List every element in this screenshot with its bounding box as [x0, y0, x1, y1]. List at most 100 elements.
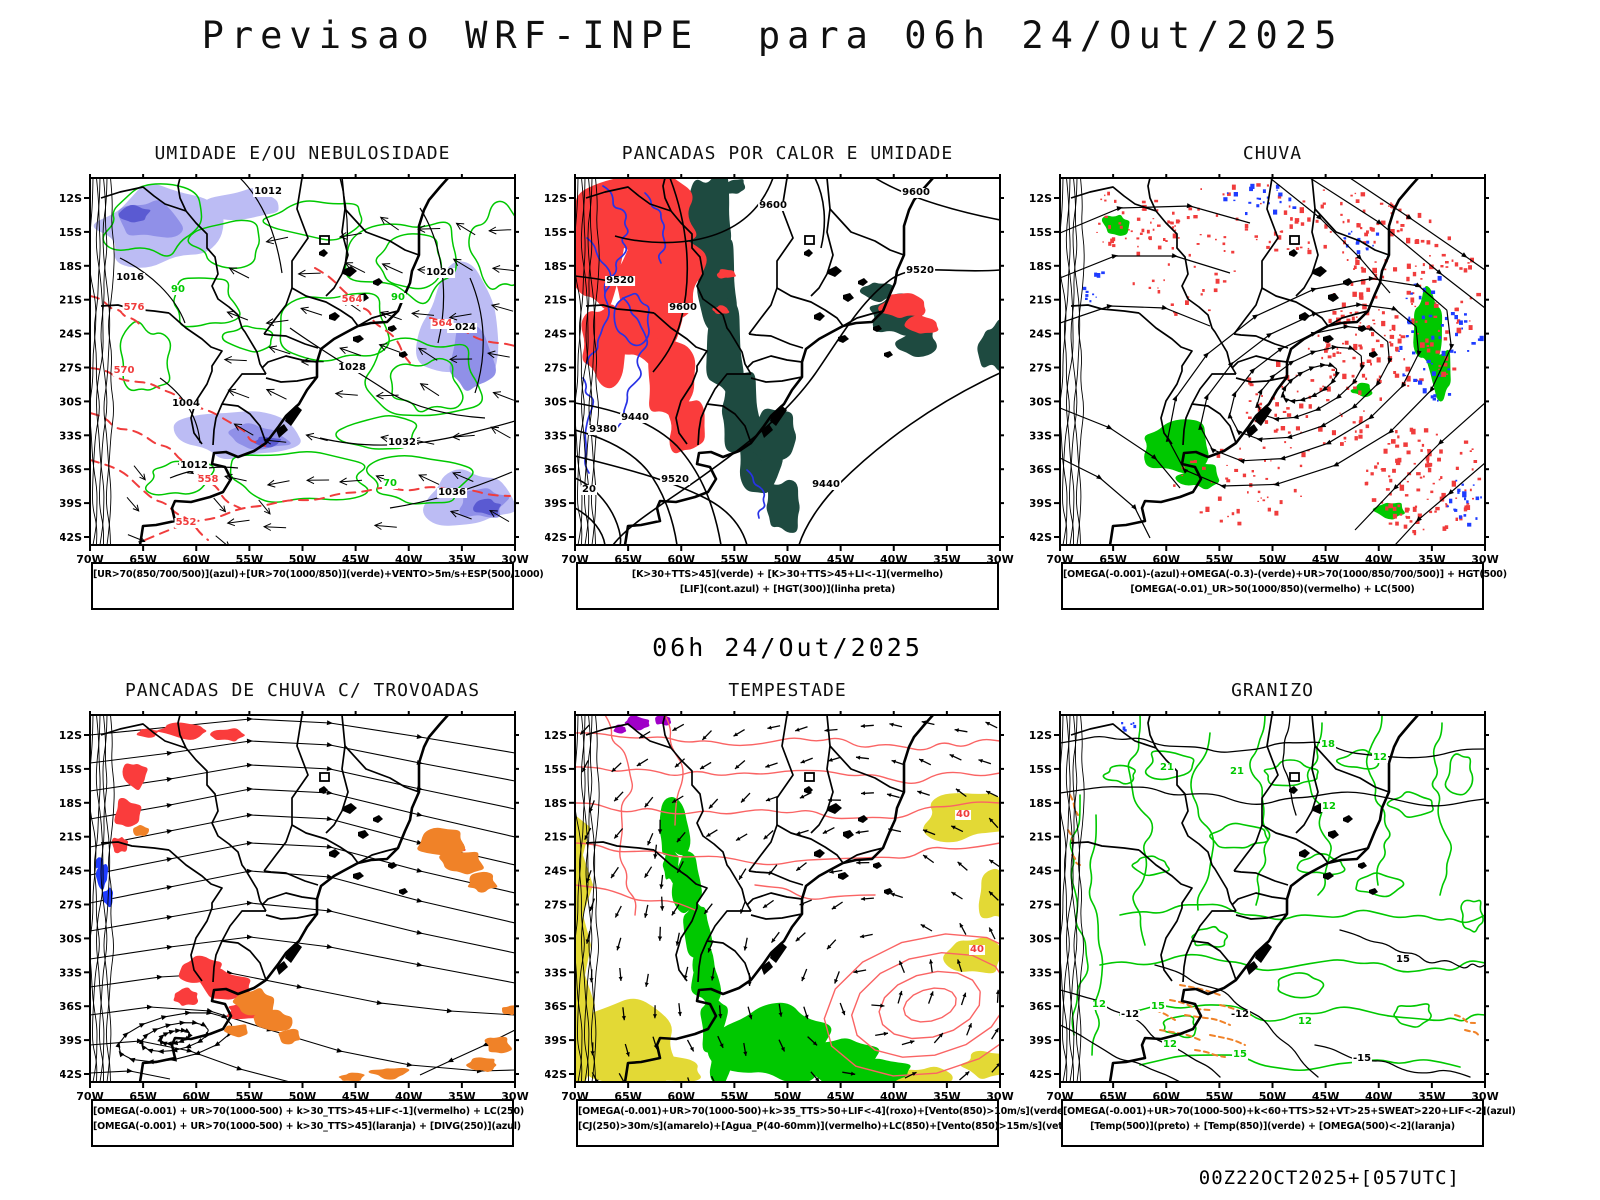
lat-tick-label: 12S — [1030, 192, 1052, 205]
lat-tick-label: 12S — [545, 729, 567, 742]
lat-tick-label: 42S — [60, 531, 82, 544]
basemap — [1060, 178, 1420, 545]
lat-tick-label: 18S — [1030, 797, 1052, 810]
lat-tick-label: 15S — [1030, 226, 1052, 239]
basemap — [90, 715, 450, 1082]
lat-tick-label: 42S — [60, 1068, 82, 1081]
lat-tick-label: 33S — [545, 429, 567, 442]
basemap — [575, 715, 935, 1082]
panel-title-umidade: UMIDADE E/OU NEBULOSIDADE — [154, 143, 451, 164]
caption-line: [OMEGA(-0.01)_UR>50(1000/850)(vermelho) … — [1130, 584, 1415, 595]
lat-tick-label: 21S — [1030, 294, 1052, 307]
lat-tick-label: 24S — [60, 865, 82, 878]
lat-tick-label: 24S — [545, 328, 567, 341]
lat-tick-label: 30S — [1030, 932, 1052, 945]
lat-tick-label: 42S — [1030, 1068, 1052, 1081]
lat-tick-label: 39S — [545, 1034, 567, 1047]
caption-box-trovoadas: [OMEGA(-0.001) + UR>70(1000-500) + k>30_… — [91, 1099, 524, 1147]
decor-layer — [1060, 178, 1485, 545]
lat-tick-label: 33S — [60, 966, 82, 979]
basemap — [90, 178, 450, 545]
lat-tick-label: 36S — [545, 463, 567, 476]
lat-tick-label: 39S — [1030, 497, 1052, 510]
map-trovoadas: 70W 65W 60W 55W 50W 45W 40W 35W 30W12S15S18S21S2… — [60, 711, 529, 1103]
lat-tick-label: 27S — [1030, 899, 1052, 912]
caption-box-pancadas-calor: [K>30+TTS>45](verde) + [K>30+TTS>45+LI<-… — [576, 562, 999, 610]
lat-tick-label: 42S — [545, 531, 567, 544]
map-panel-pancadas-calor: PANCADAS POR CALOR E UMIDADE 70W 65W 60W 55… — [545, 143, 1015, 610]
decor-layer — [575, 178, 1000, 545]
lat-tick-label: 15S — [60, 763, 82, 776]
decor-layer — [1060, 715, 1485, 1082]
page-title: Previsao WRF-INPE para 06h 24/Out/2025 — [201, 14, 1344, 57]
lat-tick-label: 12S — [60, 729, 82, 742]
lat-tick-label: 18S — [1030, 260, 1052, 273]
lat-tick-label: 30S — [545, 932, 567, 945]
lat-tick-label: 15S — [60, 226, 82, 239]
center-timestamp: 06h 24/Out/2025 — [652, 633, 923, 662]
lat-tick-label: 30S — [60, 932, 82, 945]
map-granizo: 70W 65W 60W 55W 50W 45W 40W 35W 30W12S15S18S21S2… — [1030, 711, 1499, 1103]
caption-box-tempestade: [OMEGA(-0.001)+UR>70(1000-500)+k>35_TTS>… — [576, 1099, 1078, 1147]
panel-title-pancadas-calor: PANCADAS POR CALOR E UMIDADE — [621, 143, 954, 164]
lat-tick-label: 30S — [60, 395, 82, 408]
caption-line: [UR>70(850/700/500)](azul)+[UR>70(1000/8… — [93, 569, 544, 580]
map-chuva: 70W 65W 60W 55W 50W 45W 40W 35W 30W12S15S18S21S2… — [1030, 174, 1499, 566]
caption-line: [OMEGA(-0.001) + UR>70(1000-500) + k>30_… — [93, 1106, 524, 1117]
panel-title-trovoadas: PANCADAS DE CHUVA C/ TROVOADAS — [124, 680, 481, 701]
lat-tick-label: 15S — [545, 226, 567, 239]
map-pancadas-calor: 70W 65W 60W 55W 50W 45W 40W 35W 30W12S15S18S21S2… — [545, 174, 1014, 566]
lat-tick-label: 42S — [1030, 531, 1052, 544]
lat-tick-label: 15S — [545, 763, 567, 776]
caption-box-umidade: [UR>70(850/700/500)](azul)+[UR>70(1000/8… — [91, 562, 544, 610]
lat-tick-label: 33S — [60, 429, 82, 442]
map-panel-chuva: CHUVA 70W 65W 60W 55W 50W 45W 40W 35W 30W 12S 15S 1… — [1030, 143, 1507, 610]
map-panel-umidade: UMIDADE E/OU NEBULOSIDADE 70W 65W 60W 55W 50… — [60, 143, 544, 610]
lat-tick-label: 21S — [545, 831, 567, 844]
lat-tick-label: 21S — [1030, 831, 1052, 844]
map-umidade: 70W 65W 60W 55W 50W 45W 40W 35W 30W12S15S18S21S2… — [60, 174, 529, 566]
lat-tick-label: 36S — [545, 1000, 567, 1013]
lat-tick-label: 21S — [60, 294, 82, 307]
lat-tick-label: 15S — [1030, 763, 1052, 776]
lat-tick-label: 12S — [545, 192, 567, 205]
lat-tick-label: 36S — [60, 463, 82, 476]
lat-tick-label: 27S — [1030, 362, 1052, 375]
lat-tick-label: 24S — [1030, 865, 1052, 878]
lat-tick-label: 12S — [1030, 729, 1052, 742]
lat-tick-label: 24S — [1030, 328, 1052, 341]
lat-tick-label: 33S — [1030, 429, 1052, 442]
caption-box-granizo: [OMEGA(-0.001)+UR>70(1000-500)+k<60+TTS>… — [1061, 1099, 1516, 1147]
lat-tick-label: 42S — [545, 1068, 567, 1081]
basemap — [575, 178, 935, 545]
lat-tick-label: 27S — [60, 362, 82, 375]
lat-tick-label: 33S — [1030, 966, 1052, 979]
lat-tick-label: 18S — [545, 260, 567, 273]
lat-tick-label: 30S — [1030, 395, 1052, 408]
caption-line: [CJ(250)>30m/s](amarelo)+[Agua_P(40-60mm… — [578, 1121, 1078, 1132]
lat-tick-label: 36S — [1030, 1000, 1052, 1013]
lat-tick-label: 39S — [1030, 1034, 1052, 1047]
lat-tick-label: 36S — [1030, 463, 1052, 476]
lat-tick-label: 21S — [60, 831, 82, 844]
caption-line: [K>30+TTS>45](verde) + [K>30+TTS>45+LI<-… — [631, 569, 944, 580]
lat-tick-label: 12S — [60, 192, 82, 205]
lat-tick-label: 27S — [545, 899, 567, 912]
decor-layer — [90, 716, 515, 1082]
caption-line: [LIF](cont.azul) + [HGT(300)](linha pret… — [679, 584, 896, 595]
lat-tick-label: 39S — [545, 497, 567, 510]
lat-tick-label: 18S — [60, 797, 82, 810]
map-tempestade: 70W 65W 60W 55W 50W 45W 40W 35W 30W12S15S18S21S2… — [545, 711, 1014, 1103]
lat-tick-label: 18S — [60, 260, 82, 273]
caption-box-chuva: [OMEGA(-0.001)-(azul)+OMEGA(-0.3)-(verde… — [1061, 562, 1507, 610]
caption-line: [Temp(500)](preto) + [Temp(850)](verde) … — [1090, 1121, 1455, 1132]
lat-tick-label: 39S — [60, 1034, 82, 1047]
map-panel-granizo: GRANIZO 70W 65W 60W 55W 50W 45W 40W 35W 30W 12S 15… — [1030, 680, 1516, 1147]
lat-tick-label: 39S — [60, 497, 82, 510]
panel-title-granizo: GRANIZO — [1231, 680, 1314, 701]
basemap — [1060, 715, 1420, 1082]
caption-line: [OMEGA(-0.001)-(azul)+OMEGA(-0.3)-(verde… — [1063, 569, 1507, 580]
lat-tick-label: 24S — [545, 865, 567, 878]
caption-line: [OMEGA(-0.001)+UR>70(1000-500)+k<60+TTS>… — [1063, 1106, 1516, 1117]
